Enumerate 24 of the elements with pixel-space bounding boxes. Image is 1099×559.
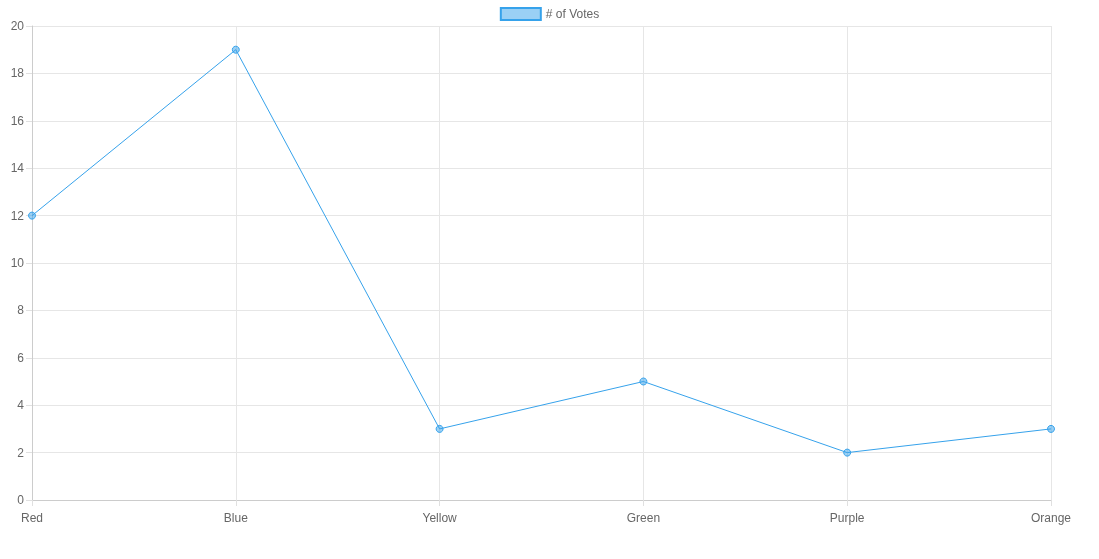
- y-tick-label: 16: [10, 113, 25, 128]
- point: [231, 45, 240, 54]
- y-tick-label: 0: [17, 493, 25, 507]
- y-tick-label: 4: [17, 398, 25, 413]
- y-tick-label: 20: [10, 19, 25, 33]
- x-tick-label: Yellow: [422, 511, 458, 525]
- x-tick-label: Orange: [1030, 511, 1072, 525]
- point: [843, 448, 852, 457]
- y-tick-label: 2: [17, 445, 25, 460]
- point: [1047, 424, 1055, 433]
- point: [28, 211, 36, 220]
- point: [435, 424, 444, 433]
- y-tick-label: 6: [17, 350, 25, 365]
- point: [639, 377, 648, 386]
- y-tick-label: 10: [10, 256, 25, 270]
- y-tick-label: 14: [10, 161, 25, 176]
- y-tick-label: 12: [10, 208, 25, 223]
- y-tick-label: 18: [10, 66, 25, 81]
- x-tick-label: Purple: [829, 511, 865, 525]
- y-tick-label: 8: [17, 303, 25, 318]
- x-tick-label: Red: [20, 511, 44, 525]
- x-tick-label: Blue: [223, 511, 249, 525]
- legend-label: # of Votes: [545, 7, 600, 21]
- x-tick-label: Green: [626, 511, 661, 525]
